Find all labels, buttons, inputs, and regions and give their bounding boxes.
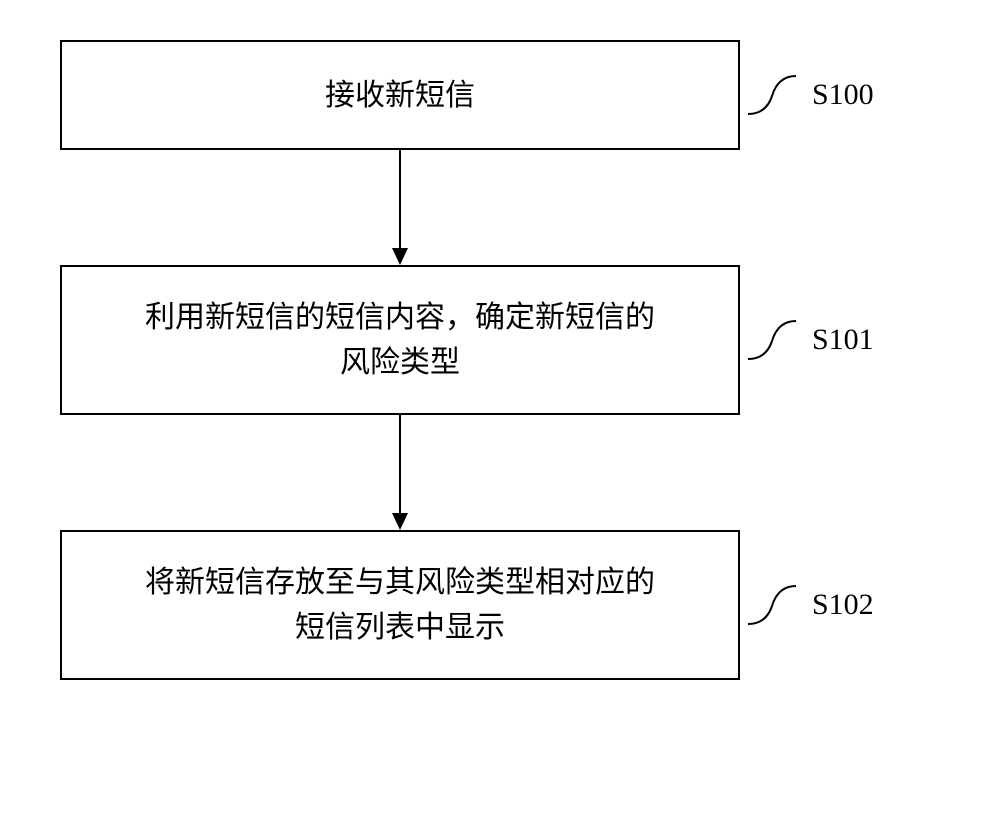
step-connector-s101: S101 bbox=[748, 309, 874, 371]
step-label-s102: S102 bbox=[812, 588, 874, 622]
step-text-s102: 将新短信存放至与其风险类型相对应的短信列表中显示 bbox=[145, 560, 655, 650]
step-text-s100: 接收新短信 bbox=[325, 73, 475, 118]
arrow-down-icon bbox=[386, 415, 414, 530]
step-box-s100: 接收新短信 bbox=[60, 40, 740, 150]
arrow-s100-to-s101 bbox=[60, 150, 740, 265]
step-row-s102: 将新短信存放至与其风险类型相对应的短信列表中显示 S102 bbox=[60, 530, 940, 680]
step-connector-s100: S100 bbox=[748, 64, 874, 126]
step-box-s101: 利用新短信的短信内容，确定新短信的风险类型 bbox=[60, 265, 740, 415]
arrow-down-icon bbox=[386, 150, 414, 265]
arrow-s101-to-s102 bbox=[60, 415, 740, 530]
step-row-s100: 接收新短信 S100 bbox=[60, 40, 940, 150]
step-connector-s102: S102 bbox=[748, 574, 874, 636]
step-box-s102: 将新短信存放至与其风险类型相对应的短信列表中显示 bbox=[60, 530, 740, 680]
connector-curve-icon bbox=[748, 574, 806, 636]
step-text-s101: 利用新短信的短信内容，确定新短信的风险类型 bbox=[145, 295, 655, 385]
step-row-s101: 利用新短信的短信内容，确定新短信的风险类型 S101 bbox=[60, 265, 940, 415]
flowchart-container: 接收新短信 S100 利用新短信的短信内容，确定新短信的风险类型 S101 bbox=[60, 40, 940, 680]
connector-curve-icon bbox=[748, 309, 806, 371]
step-label-s100: S100 bbox=[812, 78, 874, 112]
step-label-s101: S101 bbox=[812, 323, 874, 357]
connector-curve-icon bbox=[748, 64, 806, 126]
